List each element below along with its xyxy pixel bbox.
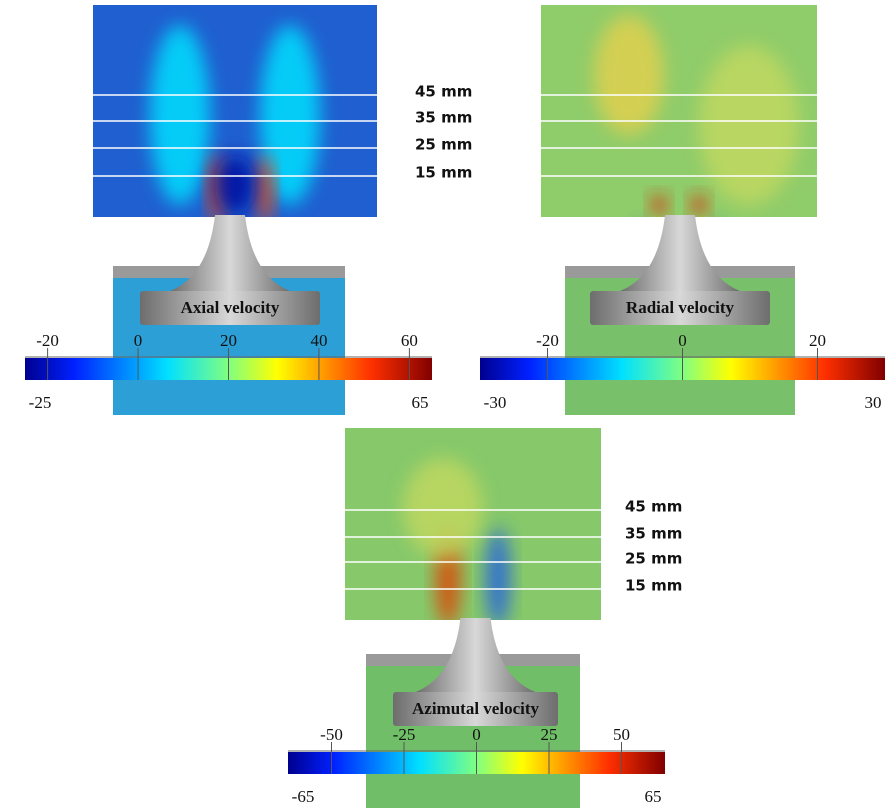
level-label: 15 mm <box>415 164 472 182</box>
plume <box>594 15 664 135</box>
tick-label: 60 <box>401 331 418 350</box>
range-label: -25 <box>29 393 52 412</box>
label-box <box>393 692 558 726</box>
plume <box>260 25 320 205</box>
plume <box>699 45 799 205</box>
nozzle <box>170 215 290 291</box>
range-label: -30 <box>484 393 507 412</box>
panel-title: Radial velocity <box>626 298 735 317</box>
tick-label: 20 <box>220 331 237 350</box>
plume <box>150 25 210 205</box>
level-label: 35 mm <box>625 525 682 543</box>
plume <box>691 195 707 215</box>
tick-label: 40 <box>310 331 327 350</box>
panel-title: Axial velocity <box>181 298 280 317</box>
label-box <box>140 291 320 325</box>
nozzle <box>620 215 740 291</box>
range-label: 30 <box>865 393 882 412</box>
level-label: 15 mm <box>625 577 682 595</box>
plumes <box>150 25 320 217</box>
level-label: 25 mm <box>415 136 472 154</box>
label-box <box>590 291 770 325</box>
tick-label: 25 <box>541 725 558 744</box>
plumes <box>403 458 510 620</box>
nozzle <box>415 618 536 692</box>
plumes <box>594 15 799 265</box>
level-label: 25 mm <box>625 550 682 568</box>
tick-label: 0 <box>678 331 687 350</box>
level-label: 35 mm <box>415 109 472 127</box>
panel-title: Azimutal velocity <box>412 699 539 718</box>
plume <box>257 155 273 217</box>
plume <box>713 225 725 265</box>
plume <box>403 458 483 558</box>
tick-label: -20 <box>36 331 59 350</box>
plume <box>215 155 255 215</box>
panel: Axial velocity 45 mm 35 mm 25 mm 15 mm -20 0 20… <box>25 5 472 415</box>
tick-label: 0 <box>134 331 143 350</box>
tick-label: -25 <box>393 725 416 744</box>
level-label: 45 mm <box>415 83 472 101</box>
tick-label: 0 <box>472 725 481 744</box>
panel: Azimutal velocity 45 mm 35 mm 25 mm 15 mm -50… <box>288 428 682 808</box>
plume <box>651 195 667 215</box>
tick-label: 20 <box>809 331 826 350</box>
tick-label: -50 <box>320 725 343 744</box>
tick-label: 50 <box>613 725 630 744</box>
range-label: 65 <box>645 787 662 806</box>
panel: Radial velocity -20 0 20 -30 30 <box>480 5 885 415</box>
plume <box>633 225 645 265</box>
range-label: 65 <box>412 393 429 412</box>
range-label: -65 <box>292 787 315 806</box>
level-label: 45 mm <box>625 498 682 516</box>
tick-label: -20 <box>536 331 559 350</box>
plume <box>486 528 510 620</box>
